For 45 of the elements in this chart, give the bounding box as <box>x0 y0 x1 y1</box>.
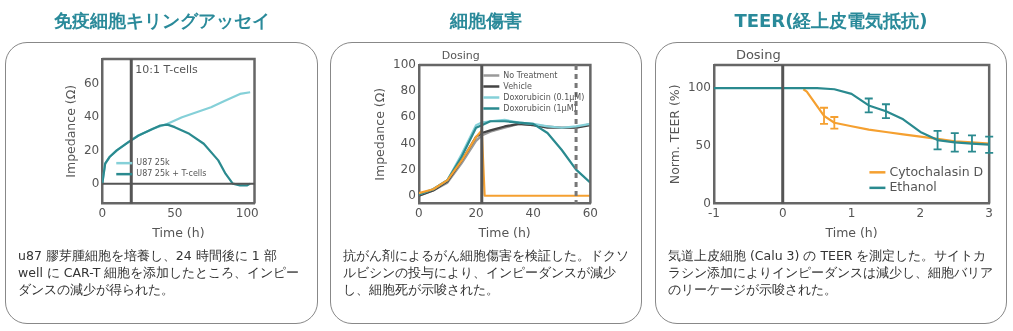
x-axis-title: Time (h) <box>477 224 531 240</box>
y-axis-title: Norm. TEER (%) <box>666 84 682 185</box>
y-tick-label: 100 <box>393 57 416 72</box>
x-tick-label: 50 <box>166 205 182 220</box>
x-tick-label: 100 <box>235 205 259 220</box>
x-axis-title: Time (h) <box>150 224 205 240</box>
y-tick-label: 0 <box>703 195 711 210</box>
x-tick-label: 0 <box>778 205 787 220</box>
chart-title: 免疫細胞キリングアッセイ <box>52 9 271 33</box>
y-tick-label: 40 <box>400 135 416 150</box>
y-tick-label: 60 <box>400 109 416 124</box>
text: 気道上皮細胞 (Calu 3) の TEER を測定した。サイトカラシン添加によりインピーダンスは減少し、細胞バリアのリーケージが示唆された。 <box>668 247 994 298</box>
x-tick-label: 60 <box>582 205 599 220</box>
x-tick-label: 2 <box>916 205 925 220</box>
legend-label: Vehicle <box>503 81 533 91</box>
x-tick-label: 40 <box>525 205 541 220</box>
legend-label: U87 25k + T-cells <box>135 169 206 179</box>
legend-label: Doxorubicin (1μM) <box>503 103 577 113</box>
y-axis-title: Impedance (Ω) <box>371 87 387 181</box>
y-tick-label: 0 <box>91 175 99 190</box>
chart-title: 細胞傷害 <box>448 9 523 33</box>
legend-label: Ethanol <box>889 179 937 195</box>
y-tick-label: 100 <box>688 80 711 95</box>
x-tick-label: 3 <box>985 205 993 220</box>
legend-label: Doxorubicin (0.1μM) <box>503 92 585 102</box>
x-axis-title: Time (h) <box>824 224 878 240</box>
y-tick-label: 20 <box>83 142 99 157</box>
ref-line-label: Dosing <box>441 49 480 63</box>
y-axis-title: Impedance (Ω) <box>62 84 78 178</box>
text: 抗がん剤によるがん細胞傷害を検証した。ドクソルビシンの投与により、インピーダンスが減少し、細胞死が示唆された。 <box>343 247 629 298</box>
y-tick-label: 0 <box>408 187 416 202</box>
chart-title: TEER(経上皮電気抵抗) <box>733 9 929 33</box>
legend-label: U87 25k <box>135 158 170 168</box>
legend-label: No Treatment <box>503 70 558 80</box>
y-tick-label: 60 <box>83 76 99 91</box>
y-tick-label: 20 <box>400 161 416 176</box>
y-tick-label: 80 <box>400 83 416 98</box>
y-tick-label: 40 <box>83 109 99 124</box>
ref-line-label: Dosing <box>735 46 781 62</box>
x-tick-label: 1 <box>847 205 856 220</box>
annotation: 10:1 T-cells <box>134 63 198 77</box>
legend-label: Cytochalasin D <box>889 163 984 179</box>
text: u87 膠芽腫細胞を培養し、24 時間後に 1 部 well に CAR-T 細胞を添加したところ、インピーダンスの減少が得られた。 <box>18 247 301 298</box>
x-tick-label: 20 <box>468 205 484 220</box>
y-tick-label: 50 <box>695 137 711 152</box>
